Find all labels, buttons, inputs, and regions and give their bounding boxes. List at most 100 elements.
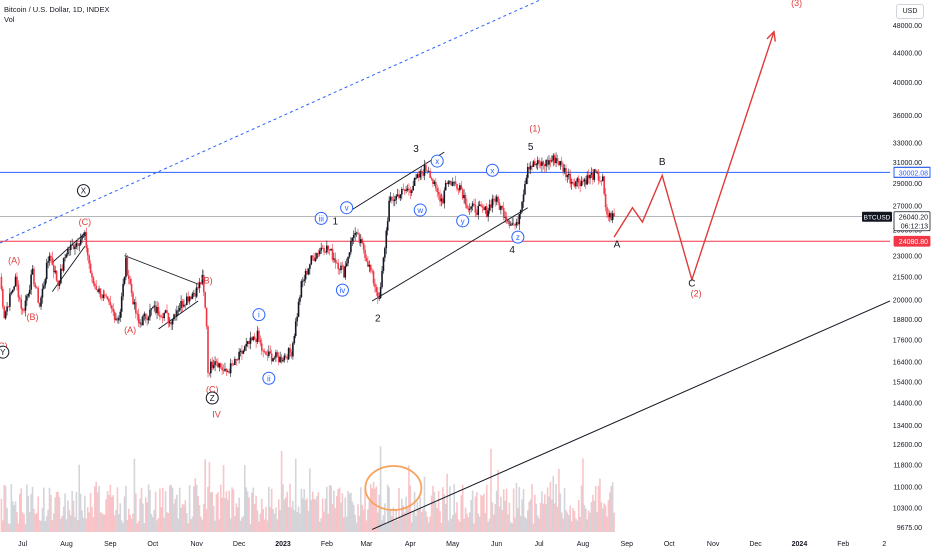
volume-bar [587, 510, 590, 532]
candle-body [224, 368, 226, 371]
candle [459, 183, 461, 193]
candle-body [337, 262, 339, 270]
y-tick-label: 31000.00 [893, 160, 922, 167]
volume-bar [566, 512, 569, 532]
candle [398, 189, 400, 200]
y-tick-label: 15400.00 [893, 379, 922, 386]
volume-bar [313, 498, 315, 532]
candle [487, 208, 489, 222]
candle-body [236, 359, 239, 361]
currency-button[interactable]: USD [896, 4, 924, 19]
candle-body [560, 161, 563, 165]
candle-body [228, 371, 231, 374]
volume-bar [369, 484, 372, 532]
candle-body [382, 257, 385, 271]
candle-body [478, 204, 481, 206]
candle [444, 180, 447, 191]
candle-body [466, 204, 468, 209]
volume-bar [259, 513, 262, 532]
candle-body [27, 293, 30, 296]
candle [443, 187, 446, 209]
volume-bar [246, 491, 249, 532]
candle-body [217, 362, 219, 368]
candle-body [444, 182, 447, 191]
volume-bar [89, 492, 92, 532]
candle-body [603, 176, 605, 194]
candle-body [204, 292, 206, 308]
candle [351, 237, 354, 246]
candle-body [174, 314, 177, 317]
candle-body [432, 179, 434, 185]
volume-bar [82, 517, 85, 532]
wave-label-black: B [659, 157, 666, 168]
candle [252, 336, 255, 342]
wave-circled-blue: x [490, 166, 494, 175]
candle-body [241, 350, 243, 354]
candle [249, 331, 252, 350]
candle-body [365, 258, 368, 262]
candle [587, 169, 590, 184]
wave-circled-blue: x [435, 157, 439, 166]
candle [105, 293, 107, 299]
volume-bar [309, 468, 311, 532]
candle-body [143, 313, 146, 317]
volume-bar [282, 484, 284, 532]
candle-body [419, 171, 422, 178]
volume-bar [413, 491, 416, 532]
volume-bar [231, 487, 233, 532]
volume-bar [84, 495, 86, 532]
candle-body [55, 270, 58, 281]
volume-bar [321, 498, 324, 532]
volume-bar [597, 485, 600, 532]
candle [551, 155, 553, 163]
candle-body [92, 277, 95, 284]
candle [91, 270, 93, 283]
candle [265, 351, 267, 355]
candle-body [483, 207, 485, 210]
candle [219, 362, 222, 370]
candle [229, 358, 232, 378]
volume-bar [74, 517, 76, 532]
volume-bar [193, 486, 195, 532]
candle [333, 252, 335, 263]
volume-bar [45, 516, 48, 532]
candle [58, 280, 61, 290]
candle [303, 275, 306, 286]
candle-body [259, 339, 262, 344]
y-tick-label: 9675.00 [897, 525, 922, 532]
volume-bar [422, 508, 424, 532]
candle [112, 303, 114, 317]
volume-bar [98, 485, 100, 532]
candle-body [449, 181, 451, 183]
volume-bar [204, 459, 206, 532]
candle-body [37, 288, 40, 303]
volume-bar [43, 487, 45, 532]
candle [313, 252, 315, 262]
candle [415, 173, 417, 180]
candle [232, 362, 235, 366]
x-tick-label: Apr [405, 541, 417, 548]
candle [518, 213, 521, 231]
volume-bar [280, 450, 283, 532]
candle-body [461, 189, 464, 199]
volume-bar [483, 493, 485, 532]
volume-bar [211, 492, 214, 532]
wave-circled-blue-ring [335, 283, 349, 297]
candle [362, 241, 365, 254]
candle [558, 160, 560, 167]
candle [613, 208, 615, 218]
candle-body [607, 214, 610, 218]
candle [577, 175, 580, 189]
candle [184, 303, 187, 311]
candle-body [435, 181, 437, 189]
volume-bar [71, 490, 73, 532]
candle [371, 268, 373, 275]
candle [101, 293, 103, 301]
volume-bar [221, 497, 223, 532]
y-tick-label: 29000.00 [893, 181, 922, 188]
candle-body [21, 308, 24, 311]
candle-body [582, 180, 584, 182]
candle [594, 168, 597, 173]
